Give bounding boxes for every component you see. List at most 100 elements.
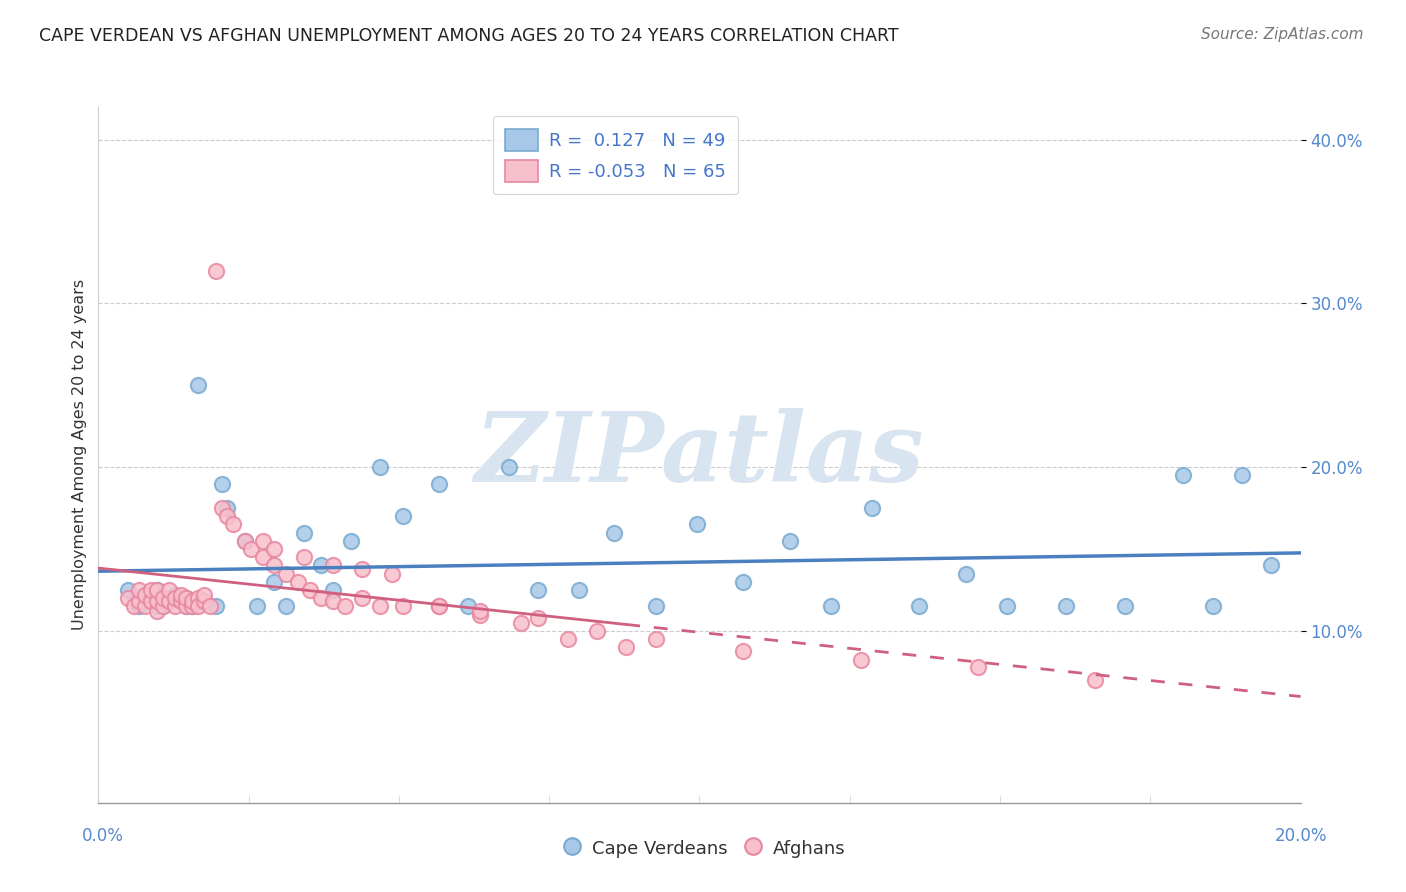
Point [193, 588, 215, 602]
Point [322, 594, 344, 608]
Point [427, 476, 450, 491]
Point [274, 566, 297, 581]
Point [239, 542, 262, 557]
Point [995, 599, 1018, 614]
Point [955, 566, 977, 581]
Point [586, 624, 609, 638]
Point [128, 594, 150, 608]
Text: 20.0%: 20.0% [1274, 827, 1327, 845]
Point [1054, 599, 1077, 614]
Point [134, 599, 156, 614]
Point [181, 599, 204, 614]
Legend: R =  0.127   N = 49, R = -0.053   N = 65: R = 0.127 N = 49, R = -0.053 N = 65 [492, 116, 738, 194]
Point [246, 599, 269, 614]
Point [252, 533, 274, 548]
Point [309, 591, 332, 606]
Point [181, 599, 204, 614]
Point [427, 599, 450, 614]
Point [644, 632, 666, 646]
Point [733, 643, 755, 657]
Point [322, 582, 344, 597]
Point [169, 594, 191, 608]
Point [1114, 599, 1136, 614]
Point [128, 599, 150, 614]
Point [1084, 673, 1107, 687]
Point [204, 264, 226, 278]
Point [187, 378, 209, 392]
Text: Source: ZipAtlas.com: Source: ZipAtlas.com [1201, 27, 1364, 42]
Point [733, 574, 755, 589]
Point [908, 599, 931, 614]
Point [1201, 599, 1223, 614]
Point [169, 594, 191, 608]
Point [1173, 468, 1195, 483]
Point [134, 588, 156, 602]
Point [352, 562, 374, 576]
Point [163, 588, 186, 602]
Point [333, 599, 356, 614]
Point [134, 591, 156, 606]
Point [211, 476, 233, 491]
Point [152, 599, 174, 614]
Point [309, 558, 332, 573]
Point [141, 594, 163, 608]
Point [274, 599, 297, 614]
Point [176, 591, 198, 606]
Point [468, 604, 491, 618]
Point [820, 599, 842, 614]
Point [233, 533, 256, 548]
Point [457, 599, 479, 614]
Point [339, 533, 361, 548]
Point [252, 550, 274, 565]
Point [322, 558, 344, 573]
Point [392, 599, 415, 614]
Point [614, 640, 637, 655]
Text: ZIPatlas: ZIPatlas [475, 408, 924, 502]
Point [157, 594, 180, 608]
Point [967, 660, 990, 674]
Point [498, 460, 520, 475]
Point [181, 594, 204, 608]
Point [263, 558, 285, 573]
Point [141, 582, 163, 597]
Point [527, 611, 550, 625]
Point [141, 594, 163, 608]
Point [222, 517, 245, 532]
Point [427, 599, 450, 614]
Point [568, 582, 591, 597]
Point [157, 582, 180, 597]
Point [1260, 558, 1282, 573]
Point [128, 582, 150, 597]
Text: CAPE VERDEAN VS AFGHAN UNEMPLOYMENT AMONG AGES 20 TO 24 YEARS CORRELATION CHART: CAPE VERDEAN VS AFGHAN UNEMPLOYMENT AMON… [39, 27, 898, 45]
Point [211, 501, 233, 516]
Point [163, 591, 186, 606]
Point [779, 533, 801, 548]
Point [217, 501, 239, 516]
Point [146, 604, 169, 618]
Point [146, 599, 169, 614]
Point [152, 591, 174, 606]
Point [685, 517, 707, 532]
Point [1230, 468, 1253, 483]
Point [862, 501, 884, 516]
Point [176, 599, 198, 614]
Point [292, 525, 315, 540]
Point [176, 591, 198, 606]
Legend: Cape Verdeans, Afghans: Cape Verdeans, Afghans [554, 831, 852, 865]
Point [117, 582, 139, 597]
Y-axis label: Unemployment Among Ages 20 to 24 years: Unemployment Among Ages 20 to 24 years [72, 279, 87, 631]
Point [368, 599, 391, 614]
Point [146, 582, 169, 597]
Point [163, 599, 186, 614]
Point [287, 574, 309, 589]
Point [146, 582, 169, 597]
Point [603, 525, 626, 540]
Point [176, 599, 198, 614]
Point [233, 533, 256, 548]
Point [292, 550, 315, 565]
Point [187, 599, 209, 614]
Point [381, 566, 404, 581]
Point [509, 615, 531, 630]
Point [117, 591, 139, 606]
Point [263, 542, 285, 557]
